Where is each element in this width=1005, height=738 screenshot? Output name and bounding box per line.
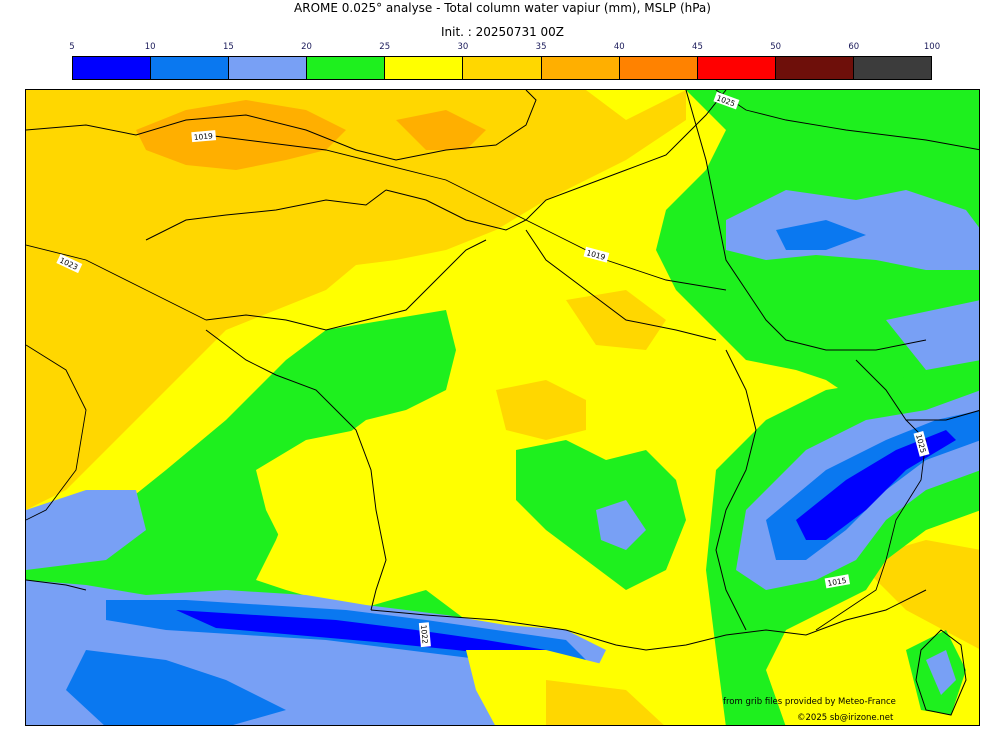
colorbar-segment bbox=[385, 57, 464, 79]
field-lightblue-corsica bbox=[926, 650, 956, 695]
source-credit: from grib files provided by Meteo-France bbox=[723, 697, 896, 707]
copyright-credit: ©2025 sb@irizone.net bbox=[797, 713, 894, 723]
field-blue-spain-2 bbox=[66, 650, 286, 725]
field-gold-atlantic bbox=[26, 90, 686, 510]
colorbar-segment bbox=[463, 57, 542, 79]
isobar-label-6: 1022 bbox=[419, 624, 430, 644]
field-darkblue-pyrenees bbox=[176, 610, 546, 658]
field-blue-ne bbox=[776, 220, 866, 250]
colorbar-segment bbox=[541, 57, 620, 79]
colorbar-tick-label: 50 bbox=[770, 42, 782, 52]
field-lightblue-ne-2 bbox=[886, 300, 979, 370]
colorbar-segment bbox=[775, 57, 854, 79]
field-orange-2 bbox=[396, 110, 486, 150]
field-gold-south bbox=[546, 680, 664, 725]
colorbar-tick-label: 60 bbox=[848, 42, 860, 52]
colorbar-tick-label: 15 bbox=[222, 42, 234, 52]
colorbar bbox=[72, 56, 932, 80]
colorbar-segment bbox=[697, 57, 776, 79]
colorbar-tick-label: 20 bbox=[301, 42, 312, 52]
field-yellow-inner-west bbox=[256, 430, 376, 550]
colorbar-segment bbox=[73, 57, 152, 79]
field-lightblue-central bbox=[596, 500, 646, 550]
colorbar-tick-label: 5 bbox=[69, 42, 75, 52]
field-lightblue-biscay bbox=[26, 490, 146, 570]
colorbar-segment bbox=[229, 57, 308, 79]
map-title: AROME 0.025° analyse - Total column wate… bbox=[294, 1, 711, 15]
colorbar-tick-label: 10 bbox=[144, 42, 156, 52]
colorbar-tick-label: 30 bbox=[457, 42, 469, 52]
isobar-label-5: 1015 bbox=[827, 576, 848, 588]
init-time: Init. : 20250731 00Z bbox=[440, 25, 565, 39]
coastlines bbox=[26, 90, 979, 716]
colorbar-segment bbox=[853, 57, 932, 79]
field-lightblue-ne bbox=[726, 190, 979, 270]
colorbar-segment bbox=[307, 57, 386, 79]
colorbar-tick-label: 35 bbox=[535, 42, 547, 52]
colorbar-tick-label: 40 bbox=[613, 42, 625, 52]
field-gold-center-2 bbox=[566, 290, 666, 350]
field-darkblue-alps bbox=[796, 430, 956, 540]
colorbar-tick-label: 45 bbox=[692, 42, 703, 52]
colorbar-segment bbox=[151, 57, 230, 79]
map-canvas: 1019 1023 1019 1025 1015 1022 1025 bbox=[26, 90, 979, 725]
colorbar-tick-label: 100 bbox=[923, 42, 941, 52]
colorbar-tick-label: 25 bbox=[379, 42, 391, 52]
isobars bbox=[26, 90, 979, 631]
isobar-label-1: 1019 bbox=[193, 131, 213, 142]
weather-map: 1019 1023 1019 1025 1015 1022 1025 bbox=[25, 89, 980, 726]
colorbar-segment bbox=[619, 57, 698, 79]
field-gold-center bbox=[496, 380, 586, 440]
field-orange-england bbox=[136, 100, 346, 170]
